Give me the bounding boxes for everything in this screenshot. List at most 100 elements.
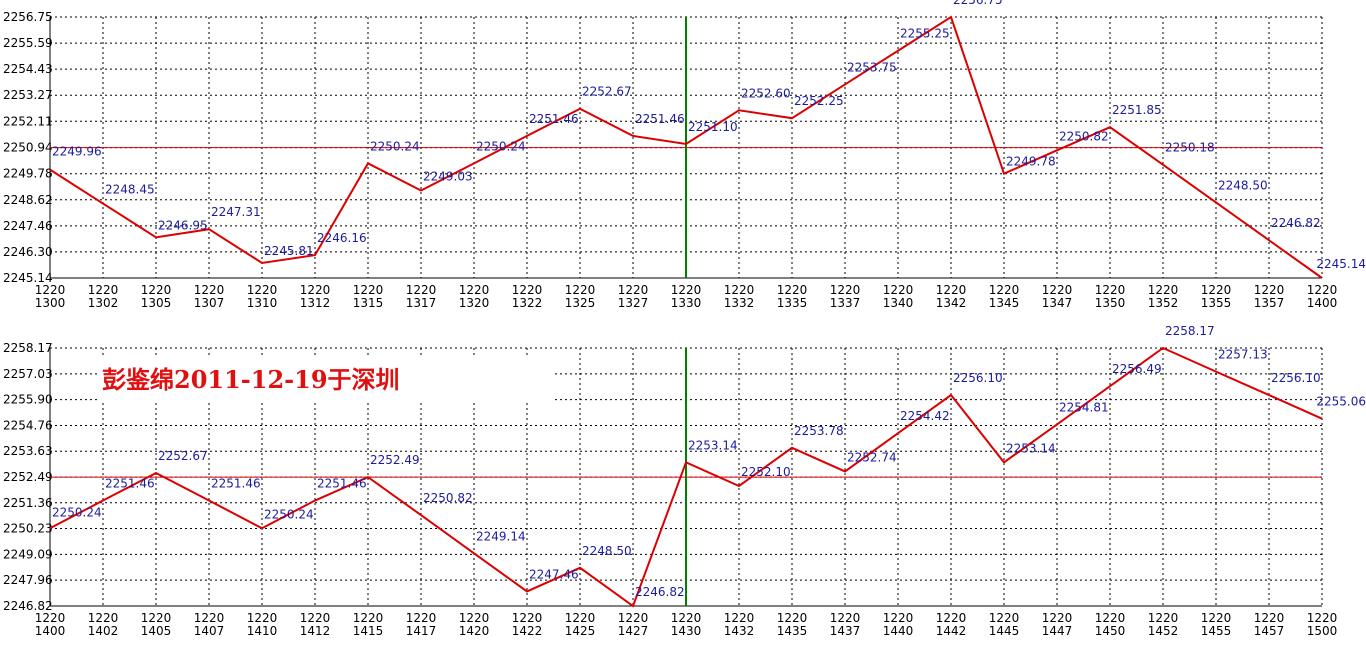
panel2-x-tick-label-top: 1220 [459, 611, 490, 625]
panel2-data-label: 2253.14 [688, 438, 738, 452]
panel2-data-label: 2252.67 [158, 449, 208, 463]
panel1-y-tick-label: 2249.78 [3, 167, 53, 181]
panel1-data-label: 2250.24 [476, 139, 526, 153]
panel1-y-tick-label: 2247.46 [3, 219, 53, 233]
panel1-data-label: 2251.46 [529, 112, 579, 126]
panel2-data-label: 2252.74 [847, 450, 897, 464]
panel1-x-tick-label-bottom: 1315 [353, 296, 384, 310]
panel2-data-label: 2252.49 [370, 453, 420, 467]
panel2-data-label: 2256.10 [1271, 371, 1321, 385]
panel1-x-tick-label-bottom: 1342 [936, 296, 967, 310]
panel2-x-tick-label-top: 1220 [830, 611, 861, 625]
panel2-data-label: 2251.46 [317, 477, 367, 491]
panel1-y-tick-label: 2253.27 [3, 88, 53, 102]
panel1-x-tick-label-top: 1220 [883, 283, 914, 297]
panel2-x-tick-label-top: 1220 [406, 611, 437, 625]
panel2-y-tick-label: 2257.03 [3, 367, 53, 381]
panel2-x-tick-label-bottom: 1425 [565, 624, 596, 638]
panel2-data-label: 2254.81 [1059, 400, 1109, 414]
panel2-y-tick-label: 2253.63 [3, 444, 53, 458]
panel2-data-label: 2251.46 [105, 477, 155, 491]
panel2-x-tick-label-top: 1220 [936, 611, 967, 625]
panel1-x-tick-label-top: 1220 [353, 283, 384, 297]
panel2-y-tick-label: 2249.09 [3, 547, 53, 561]
panel2-y-tick-label: 2258.17 [3, 341, 53, 355]
author-watermark: 彭鉴绵2011-12-19于深圳 [100, 358, 554, 402]
panel1-data-label: 2245.81 [264, 244, 314, 258]
panel2-x-tick-label-top: 1220 [724, 611, 755, 625]
panel2-x-tick-label-bottom: 1405 [141, 624, 172, 638]
panel2-data-label: 2247.46 [529, 567, 579, 581]
panel2-data-label: 2253.14 [1006, 441, 1056, 455]
panel1-y-tick-label: 2254.43 [3, 62, 53, 76]
panel2-x-tick-label-bottom: 1407 [194, 624, 225, 638]
panel2-data-label: 2250.24 [264, 507, 314, 521]
panel2-x-tick-label-bottom: 1457 [1254, 624, 1285, 638]
panel2-x-tick-label-bottom: 1435 [777, 624, 808, 638]
panel1-x-tick-label-top: 1220 [936, 283, 967, 297]
panel1-y-tick-label: 2246.30 [3, 245, 53, 259]
panel2-x-tick-label-bottom: 1422 [512, 624, 543, 638]
panel2-x-tick-label-top: 1220 [247, 611, 278, 625]
panel1-x-tick-label-bottom: 1355 [1201, 296, 1232, 310]
panel2-data-label: 2253.78 [794, 424, 844, 438]
panel1-x-tick-label-bottom: 1335 [777, 296, 808, 310]
panel1-data-label: 2246.16 [317, 231, 367, 245]
panel2-data-label: 2250.24 [52, 505, 102, 519]
panel2-y-tick-label: 2250.23 [3, 521, 53, 535]
panel1-x-tick-label-top: 1220 [671, 283, 702, 297]
panel1-x-tick-label-top: 1220 [406, 283, 437, 297]
panel1-x-tick-label-bottom: 1357 [1254, 296, 1285, 310]
panel1-x-tick-label-bottom: 1312 [300, 296, 331, 310]
panel1-data-label: 2247.31 [211, 205, 261, 219]
panel2-x-tick-label-bottom: 1420 [459, 624, 490, 638]
panel1-y-tick-label: 2248.62 [3, 193, 53, 207]
panel1-x-tick-label-bottom: 1310 [247, 296, 278, 310]
panel2-x-tick-label-top: 1220 [1042, 611, 1073, 625]
panel2-x-tick-label-top: 1220 [565, 611, 596, 625]
panel2-x-tick-label-top: 1220 [989, 611, 1020, 625]
panel2-x-tick-label-top: 1220 [1307, 611, 1338, 625]
panel2-data-label: 2257.13 [1218, 348, 1268, 362]
panel2-x-tick-label-top: 1220 [671, 611, 702, 625]
panel1-y-tick-label: 2245.14 [3, 271, 53, 285]
panel1-data-label: 2252.67 [582, 85, 632, 99]
panel2-x-tick-label-top: 1220 [512, 611, 543, 625]
panel1-data-label: 2253.75 [847, 60, 897, 74]
panel2-y-tick-label: 2255.90 [3, 393, 53, 407]
panel1-data-label: 2251.46 [635, 112, 685, 126]
panel1-x-tick-label-bottom: 1305 [141, 296, 172, 310]
panel1-x-tick-label-top: 1220 [565, 283, 596, 297]
panel1-y-tick-label: 2256.75 [3, 10, 53, 24]
panel2-x-tick-label-top: 1220 [88, 611, 119, 625]
panel2-x-tick-label-top: 1220 [1254, 611, 1285, 625]
panel2-x-tick-label-bottom: 1442 [936, 624, 967, 638]
panel1-x-tick-label-top: 1220 [512, 283, 543, 297]
panel1-data-label: 2250.24 [370, 139, 420, 153]
panel1-data-label: 2249.03 [423, 170, 473, 184]
panel2-x-tick-label-top: 1220 [1095, 611, 1126, 625]
panel2-x-tick-label-bottom: 1412 [300, 624, 331, 638]
panel2-x-tick-label-top: 1220 [300, 611, 331, 625]
panel1-x-tick-label-top: 1220 [1307, 283, 1338, 297]
panel1-x-tick-label-bottom: 1347 [1042, 296, 1073, 310]
panel2-x-tick-label-top: 1220 [194, 611, 225, 625]
panel1-x-tick-label-top: 1220 [300, 283, 331, 297]
panel2-x-tick-label-bottom: 1432 [724, 624, 755, 638]
panel1-x-tick-label-top: 1220 [88, 283, 119, 297]
panel1-y-tick-label: 2255.59 [3, 36, 53, 50]
panel2-x-tick-label-bottom: 1500 [1307, 624, 1338, 638]
panel2-y-tick-label: 2247.96 [3, 573, 53, 587]
panel1-data-label: 2246.82 [1271, 216, 1321, 230]
panel1-data-label: 2249.96 [52, 145, 102, 159]
panel2-x-tick-label-bottom: 1430 [671, 624, 702, 638]
panel2-data-label: 2246.82 [635, 585, 685, 599]
panel1-x-tick-label-top: 1220 [1148, 283, 1179, 297]
panel2-y-tick-label: 2252.49 [3, 470, 53, 484]
panel1-x-tick-label-top: 1220 [141, 283, 172, 297]
panel2-data-label: 2255.06 [1316, 395, 1366, 409]
panel2-x-tick-label-bottom: 1410 [247, 624, 278, 638]
panel1-x-tick-label-bottom: 1327 [618, 296, 649, 310]
panel2-x-tick-label-bottom: 1427 [618, 624, 649, 638]
